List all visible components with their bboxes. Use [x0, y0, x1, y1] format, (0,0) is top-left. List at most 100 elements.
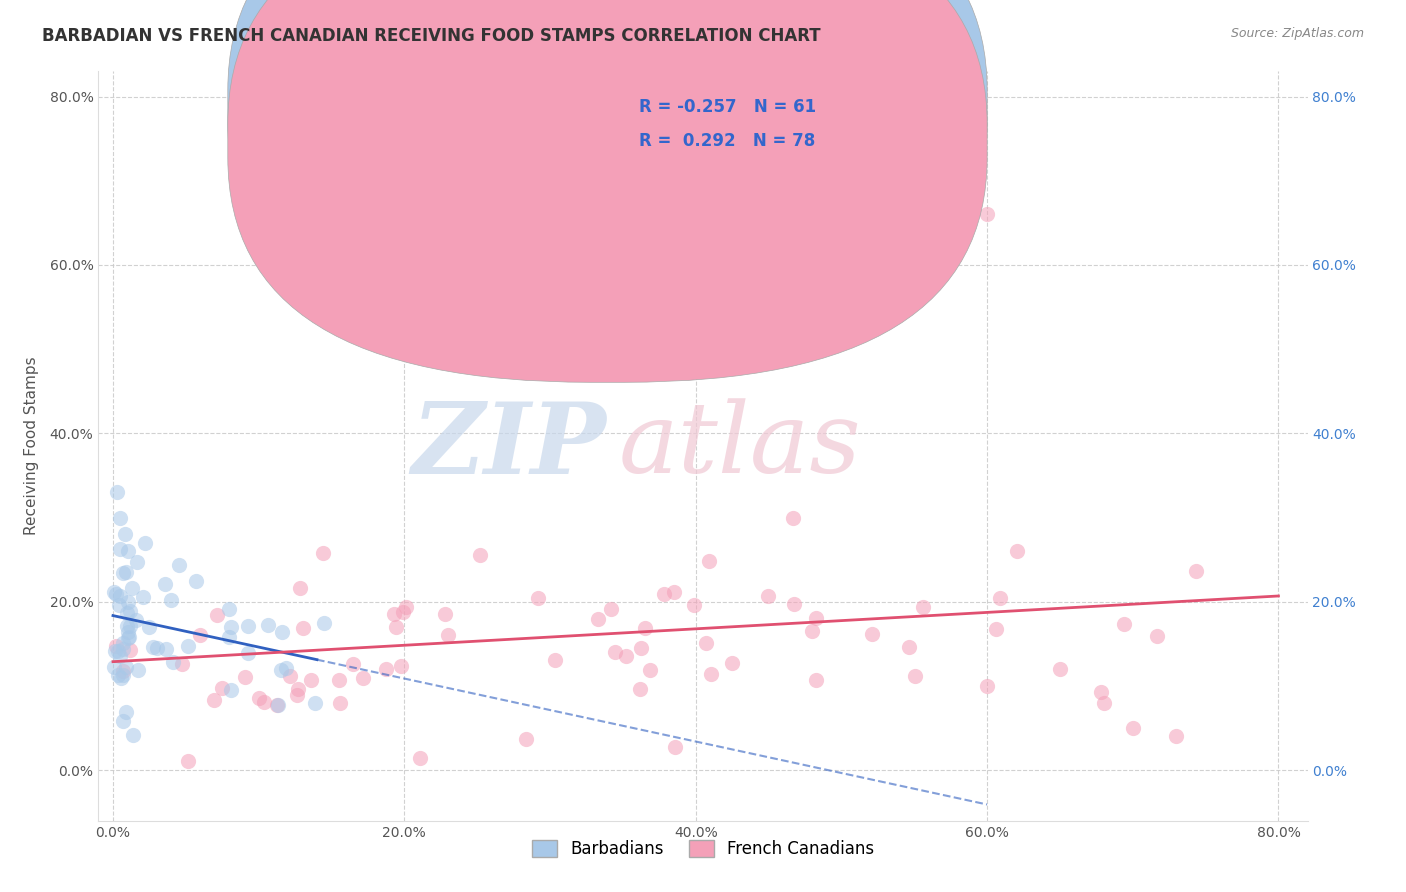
- Point: [697, 553, 720, 567]
- Point: [121, 582, 143, 596]
- Point: [433, 607, 456, 621]
- Y-axis label: Receiving Food Stamps: Receiving Food Stamps: [24, 357, 38, 535]
- Point: [112, 636, 135, 650]
- Point: [107, 668, 129, 682]
- Point: [515, 731, 537, 746]
- Point: [118, 630, 141, 644]
- Point: [287, 682, 309, 697]
- Point: [111, 714, 134, 728]
- Point: [218, 630, 240, 644]
- Point: [600, 602, 623, 616]
- Point: [1184, 564, 1206, 578]
- Point: [285, 689, 308, 703]
- Point: [682, 599, 704, 613]
- Point: [188, 627, 211, 641]
- FancyBboxPatch shape: [228, 0, 987, 383]
- Point: [233, 670, 256, 684]
- Point: [634, 621, 657, 635]
- Point: [115, 566, 138, 580]
- Point: [568, 241, 591, 255]
- Point: [804, 673, 827, 688]
- Point: [110, 510, 132, 524]
- Point: [104, 644, 127, 658]
- Point: [1122, 721, 1144, 735]
- Point: [695, 636, 717, 650]
- Point: [328, 673, 350, 688]
- Point: [117, 624, 139, 639]
- Point: [586, 612, 609, 626]
- Point: [120, 604, 142, 618]
- Point: [115, 619, 138, 633]
- Point: [112, 665, 135, 679]
- Point: [111, 566, 134, 581]
- Point: [304, 696, 326, 710]
- Point: [395, 599, 418, 614]
- Point: [976, 679, 998, 693]
- Point: [280, 669, 302, 683]
- Point: [804, 610, 827, 624]
- Point: [155, 642, 177, 657]
- Point: [177, 640, 200, 654]
- Point: [105, 485, 128, 500]
- Point: [138, 619, 160, 633]
- Point: [783, 597, 806, 611]
- Point: [108, 542, 131, 557]
- Point: [253, 695, 276, 709]
- Point: [638, 663, 661, 677]
- Text: Source: ZipAtlas.com: Source: ZipAtlas.com: [1230, 27, 1364, 40]
- Point: [117, 544, 139, 558]
- Point: [662, 584, 685, 599]
- Point: [374, 662, 396, 676]
- Point: [132, 591, 155, 605]
- Text: R = -0.257   N = 61: R = -0.257 N = 61: [638, 98, 815, 116]
- FancyBboxPatch shape: [228, 0, 987, 349]
- Point: [103, 660, 125, 674]
- Point: [122, 729, 145, 743]
- Point: [1092, 696, 1115, 710]
- Point: [614, 648, 637, 663]
- Text: BARBADIAN VS FRENCH CANADIAN RECEIVING FOOD STAMPS CORRELATION CHART: BARBADIAN VS FRENCH CANADIAN RECEIVING F…: [42, 27, 821, 45]
- Point: [202, 693, 225, 707]
- Point: [103, 585, 125, 599]
- Point: [911, 599, 934, 614]
- Text: R =  0.292   N = 78: R = 0.292 N = 78: [638, 132, 815, 150]
- Point: [721, 656, 744, 670]
- Point: [544, 653, 567, 667]
- Point: [1005, 544, 1028, 558]
- Point: [742, 342, 765, 356]
- Point: [117, 595, 139, 609]
- Point: [329, 696, 352, 710]
- Point: [167, 558, 190, 573]
- Point: [110, 672, 132, 686]
- Point: [107, 598, 129, 612]
- Point: [299, 673, 322, 687]
- Point: [988, 591, 1011, 606]
- Point: [176, 754, 198, 768]
- Point: [342, 657, 364, 672]
- Point: [603, 645, 626, 659]
- Point: [112, 641, 135, 656]
- Point: [115, 660, 138, 674]
- Point: [984, 622, 1007, 636]
- Point: [207, 608, 229, 623]
- Point: [1090, 685, 1112, 699]
- Point: [352, 671, 374, 685]
- Point: [108, 589, 131, 603]
- Point: [800, 624, 823, 639]
- Point: [312, 616, 335, 631]
- Point: [409, 751, 432, 765]
- Point: [904, 669, 927, 683]
- Point: [976, 207, 998, 221]
- Point: [468, 549, 491, 563]
- Point: [107, 643, 129, 657]
- Point: [104, 639, 127, 653]
- Point: [288, 581, 311, 595]
- Point: [186, 574, 208, 589]
- Point: [1049, 662, 1071, 676]
- Point: [385, 619, 408, 633]
- Point: [276, 661, 298, 675]
- Point: [162, 655, 184, 669]
- Point: [437, 628, 460, 642]
- Point: [291, 621, 314, 635]
- Point: [105, 586, 128, 600]
